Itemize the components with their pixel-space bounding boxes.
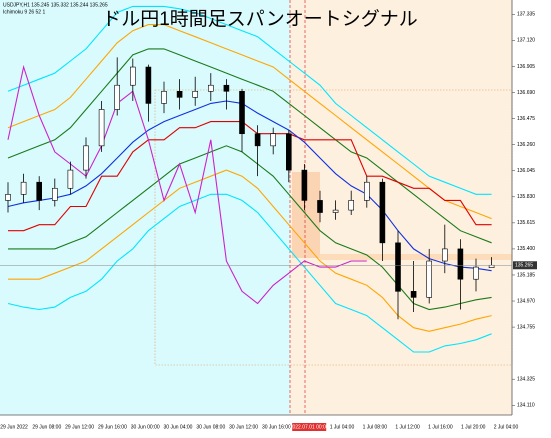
y-tick-label: 137.335 (517, 12, 535, 18)
candle-body (301, 169, 308, 201)
indicator-text: Ichimoku 9 26 52 1 (3, 9, 45, 15)
y-tick-label: 137.120 (517, 38, 535, 44)
indicator-line (8, 169, 492, 332)
x-tick-label: 2 Jul 04:00 (494, 424, 519, 430)
y-tick-label: 136.260 (517, 142, 535, 148)
range-box (154, 89, 513, 366)
candle-body (441, 248, 448, 262)
indicator-line (7, 193, 492, 353)
y-tick-label: 136.905 (517, 64, 535, 70)
x-tick-label: 2022.07.01 00:00 (290, 424, 329, 430)
x-tick-label: 1 Jul 12:00 (395, 424, 420, 430)
candle-body (363, 181, 370, 201)
x-tick-label: 1 Jul 08:00 (363, 424, 388, 430)
current-price-label: 135.265 (515, 263, 533, 269)
y-tick-label: 135.400 (517, 246, 535, 252)
x-tick-label: 29 Jun 08:00 (32, 424, 61, 430)
y-tick-label: 136.475 (517, 116, 535, 122)
x-tick-label: 1 Jul 16:00 (428, 424, 453, 430)
candle-body (208, 84, 214, 92)
y-tick-label: 134.325 (517, 377, 535, 383)
indicator-line (7, 64, 367, 305)
x-tick-label: 29 Jun 16:00 (98, 424, 127, 430)
x-tick-label: 1 Jul 04:00 (330, 424, 355, 430)
x-tick-label: 29 Jun 2022 (0, 424, 28, 430)
candle-body (223, 84, 230, 92)
y-tick-label: 136.045 (517, 168, 535, 174)
symbol-text: USDJPY,H1 135.245 135.332 135.244 135.26… (3, 2, 108, 8)
y-tick-label: 134.970 (517, 298, 535, 304)
signal-band (320, 254, 512, 260)
candle-body (36, 181, 43, 201)
current-price-box (513, 261, 537, 270)
y-tick-label: 135.830 (517, 194, 535, 200)
x-tick-label: 30 Jun 08:00 (196, 424, 225, 430)
candle-body (130, 66, 136, 86)
indicator-line (7, 100, 492, 272)
candle-body (488, 264, 495, 268)
indicator-line (7, 5, 492, 195)
candle-body (83, 145, 89, 171)
candle-body (332, 209, 339, 213)
candle-body (5, 194, 11, 201)
background-left (0, 0, 290, 415)
candle-body (457, 248, 464, 280)
x-tick-label: 29 Jun 12:00 (65, 424, 94, 430)
y-tick-label: 135.185 (517, 272, 535, 278)
candle-body (348, 200, 355, 211)
y-tick-label: 135.615 (517, 220, 535, 226)
candle-body (20, 181, 27, 195)
candle-body (161, 90, 167, 104)
x-tick-label: 30 Jun 12:00 (229, 424, 258, 430)
candle-body (192, 90, 198, 98)
indicator-line (8, 145, 492, 311)
candle-body (239, 90, 245, 135)
candle-body (254, 133, 261, 147)
candle-body (51, 187, 58, 201)
candle-body (285, 133, 292, 171)
y-tick-label: 136.690 (517, 90, 535, 96)
x-tick-label: 1 Jul 20:00 (461, 424, 486, 430)
y-tick-label: 134.755 (517, 324, 535, 330)
x-label-highlight (292, 423, 327, 431)
y-tick-label: 134.110 (517, 403, 535, 409)
candle-body (145, 66, 152, 104)
candle-body (473, 266, 479, 280)
x-tick-label: 30 Jun 04:00 (164, 424, 193, 430)
chart-title: ドル円1時間足スパンオートシグナル (102, 8, 418, 30)
indicator-line (7, 48, 492, 244)
candle-body (114, 84, 120, 110)
candle-body (426, 260, 433, 298)
x-tick-label: 30 Jun 16:00 (262, 424, 291, 430)
candle-body (410, 291, 417, 298)
candle-body (176, 90, 183, 98)
candle-body (270, 133, 277, 147)
candle-body (379, 181, 386, 244)
background-right (290, 0, 512, 415)
candle-body (395, 242, 401, 292)
x-tick-label: 30 Jun 00:00 (131, 424, 160, 430)
candle-body (67, 169, 74, 189)
candle-body (98, 109, 105, 147)
candle-body (317, 200, 323, 213)
indicator-line (8, 121, 492, 232)
indicator-line (7, 24, 492, 220)
